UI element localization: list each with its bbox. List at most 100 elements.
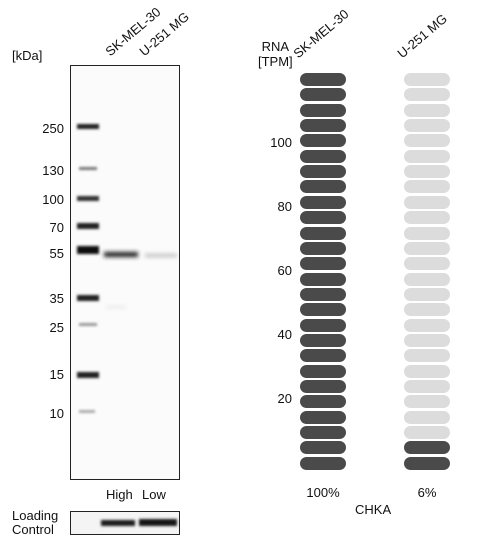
loading-control-label: Loading Control xyxy=(12,509,58,537)
rna-pill xyxy=(404,287,450,301)
rna-pill xyxy=(404,73,450,86)
ladder-band-15 xyxy=(77,372,99,378)
ladder-band-35 xyxy=(77,295,99,301)
rna-y-tick-label: 100 xyxy=(270,135,292,151)
rna-pill xyxy=(404,456,450,470)
rna-pill xyxy=(404,180,450,194)
gene-name: CHKA xyxy=(355,502,392,517)
rna-y-tick-label: 20 xyxy=(277,391,292,407)
rna-axis-label-line2: [TPM] xyxy=(258,54,293,69)
rna-pill xyxy=(404,410,450,424)
rna-y-tick-label: 60 xyxy=(277,263,292,279)
rna-pill xyxy=(300,165,346,179)
loading-control-label-line2: Control xyxy=(12,522,54,537)
rna-pill xyxy=(404,395,450,409)
marker-label-10: 10 xyxy=(49,406,64,421)
rna-pill xyxy=(300,395,346,409)
ladder-band-25 xyxy=(79,323,97,326)
rna-pill xyxy=(300,195,346,209)
rna-axis-label-line1: RNA xyxy=(261,39,290,54)
loading-band-sk-mel-30 xyxy=(101,520,135,526)
band-u-251-mg xyxy=(145,254,177,257)
rna-pill xyxy=(300,149,346,163)
rna-value-label-sk-mel-30: 100% xyxy=(306,485,340,500)
rna-pill xyxy=(300,272,346,286)
rna-pill xyxy=(404,149,450,163)
marker-label-55: 55 xyxy=(49,246,64,261)
rna-pill xyxy=(404,103,450,117)
lane-level-high: High xyxy=(106,487,133,502)
rna-y-ticks: 20 40 60 80 100 xyxy=(262,0,292,540)
rna-pill xyxy=(404,241,450,255)
rna-pill xyxy=(404,333,450,347)
rna-pill xyxy=(404,364,450,378)
rna-y-tick-label: 40 xyxy=(277,327,292,343)
ladder-band-10 xyxy=(79,410,95,413)
rna-pill xyxy=(300,426,346,440)
rna-pill xyxy=(300,257,346,271)
faint-smear xyxy=(106,306,126,308)
rna-pill xyxy=(404,257,450,271)
marker-label-70: 70 xyxy=(49,220,64,235)
rna-pill xyxy=(404,134,450,148)
rna-pill xyxy=(300,134,346,148)
loading-control-svg xyxy=(101,519,177,526)
rna-pill xyxy=(300,103,346,117)
lane-level-low: Low xyxy=(142,487,166,502)
rna-pill xyxy=(300,211,346,225)
loading-control-image xyxy=(70,511,180,535)
ladder-band-250 xyxy=(77,124,99,129)
rna-pill xyxy=(300,441,346,455)
loading-band-u-251-mg xyxy=(139,519,177,526)
rna-pill xyxy=(300,380,346,393)
rna-axis-label: RNA [TPM] xyxy=(258,39,293,69)
sample-bands xyxy=(104,252,177,308)
rna-pill xyxy=(300,88,346,102)
rna-pill xyxy=(404,380,450,393)
rna-pill xyxy=(300,226,346,240)
western-blot-image xyxy=(70,65,180,480)
ladder-band-130 xyxy=(79,167,97,170)
rna-column-u-251-mg xyxy=(404,0,450,540)
loading-control-label-line1: Loading xyxy=(12,508,59,523)
marker-label-15: 15 xyxy=(49,367,64,382)
marker-label-250: 250 xyxy=(42,121,64,136)
rna-pill xyxy=(404,211,450,225)
rna-value-label-u-251-mg: 6% xyxy=(417,485,437,500)
blot-bands-svg xyxy=(77,124,177,413)
ladder-band-70 xyxy=(77,223,99,229)
rna-pill xyxy=(404,303,450,317)
ladder-bands xyxy=(77,124,99,413)
marker-label-100: 100 xyxy=(42,192,64,207)
rna-pill xyxy=(300,287,346,301)
rna-pill xyxy=(404,441,450,455)
rna-pill xyxy=(300,318,346,332)
rna-pill xyxy=(300,456,346,470)
rna-pill xyxy=(300,410,346,424)
rna-pill xyxy=(300,119,346,133)
rna-pill xyxy=(404,88,450,102)
rna-pill xyxy=(404,165,450,179)
rna-pill xyxy=(404,226,450,240)
rna-pill xyxy=(300,180,346,194)
rna-pill xyxy=(300,333,346,347)
band-sk-mel-30 xyxy=(104,252,138,257)
rna-pill xyxy=(404,318,450,332)
rna-y-tick-label: 80 xyxy=(277,199,292,215)
marker-label-25: 25 xyxy=(49,320,64,335)
rna-pill xyxy=(300,241,346,255)
rna-pill xyxy=(300,364,346,378)
rna-pill xyxy=(300,349,346,363)
rna-pill xyxy=(404,272,450,286)
rna-column-sk-mel-30 xyxy=(300,0,346,540)
rna-pill xyxy=(404,349,450,363)
rna-pill xyxy=(404,195,450,209)
ladder-band-100 xyxy=(77,196,99,201)
rna-pill xyxy=(300,73,346,86)
rna-pill xyxy=(404,426,450,440)
ladder-band-55 xyxy=(77,246,99,254)
rna-pill xyxy=(300,303,346,317)
kda-unit-label: [kDa] xyxy=(12,48,43,63)
rna-pill xyxy=(404,119,450,133)
marker-label-130: 130 xyxy=(42,163,64,178)
